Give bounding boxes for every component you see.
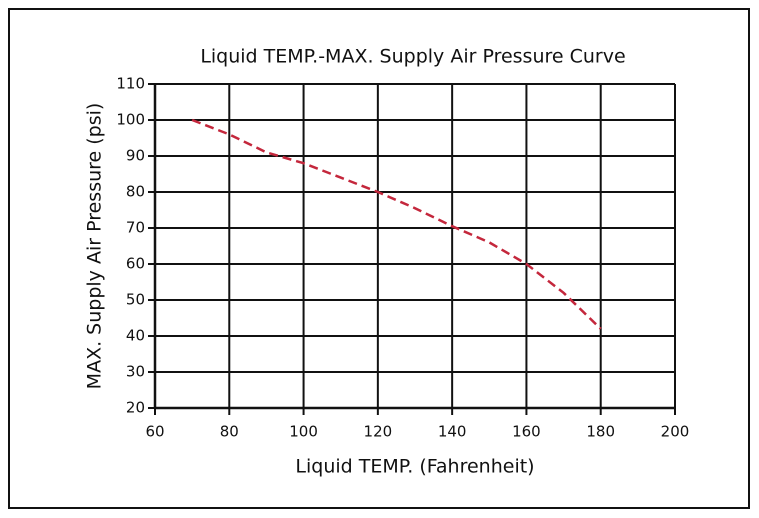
y-tick-label: 90 bbox=[126, 147, 145, 165]
x-tick-label: 100 bbox=[289, 423, 318, 441]
x-tick-label: 140 bbox=[438, 423, 467, 441]
x-axis-label: Liquid TEMP. (Fahrenheit) bbox=[295, 456, 534, 478]
y-tick-label: 80 bbox=[126, 183, 145, 201]
frame bbox=[8, 8, 750, 509]
chart-title: Liquid TEMP.-MAX. Supply Air Pressure Cu… bbox=[200, 46, 625, 68]
x-tick-label: 160 bbox=[512, 423, 541, 441]
y-tick-label: 50 bbox=[126, 291, 145, 309]
y-tick-label: 60 bbox=[126, 255, 145, 273]
y-tick-label: 100 bbox=[116, 111, 145, 129]
y-tick-label: 20 bbox=[126, 399, 145, 417]
y-tick-label: 30 bbox=[126, 363, 145, 381]
y-tick-label: 40 bbox=[126, 327, 145, 345]
data-line bbox=[191, 118, 602, 330]
y-tick-label: 70 bbox=[126, 219, 145, 237]
x-tick-label: 200 bbox=[661, 423, 690, 441]
x-tick-label: 180 bbox=[586, 423, 615, 441]
x-tick-label: 60 bbox=[145, 423, 164, 441]
x-tick-label: 80 bbox=[220, 423, 239, 441]
y-axis-label: MAX. Supply Air Pressure (psi) bbox=[84, 103, 106, 390]
x-tick-label: 120 bbox=[364, 423, 393, 441]
y-tick-label: 110 bbox=[116, 75, 145, 93]
